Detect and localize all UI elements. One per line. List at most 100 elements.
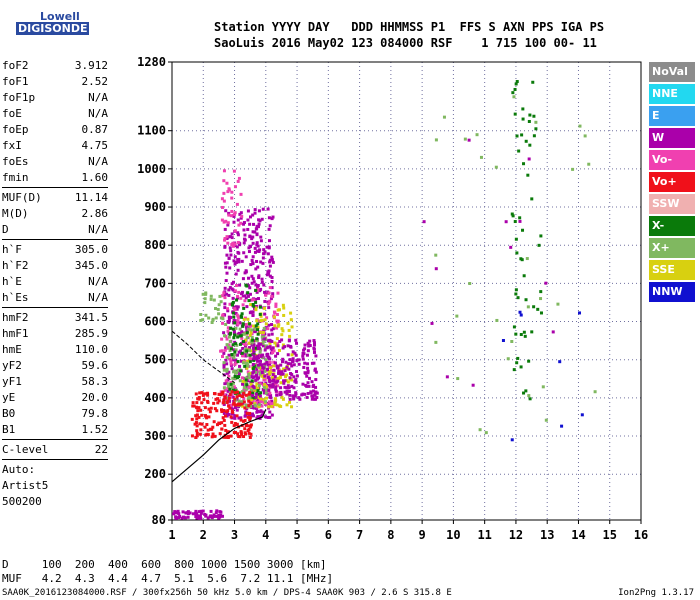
echo-point: [264, 386, 268, 390]
echo-point: [254, 288, 258, 292]
echo-point: [307, 343, 311, 347]
echo-point: [273, 324, 277, 328]
echo-point: [233, 229, 237, 233]
echo-point: [229, 403, 233, 407]
echo-point: [306, 381, 310, 385]
echo-point: [270, 399, 274, 403]
echo-point: [227, 374, 231, 378]
echo-point: [516, 356, 520, 360]
echo-point: [194, 435, 198, 439]
echo-point: [206, 428, 210, 432]
echo-point: [271, 402, 275, 406]
echo-point: [217, 303, 221, 307]
echo-point: [514, 292, 518, 296]
echo-point: [228, 387, 232, 391]
echo-point: [220, 218, 224, 222]
echo-point: [310, 397, 314, 401]
echo-point: [272, 360, 276, 364]
echo-point: [511, 91, 515, 95]
echo-point: [495, 318, 499, 322]
echo-point: [274, 304, 278, 308]
param-value: 58.3: [81, 375, 109, 388]
echo-point: [257, 342, 261, 346]
echo-point: [288, 376, 292, 380]
echo-point: [247, 341, 251, 345]
echo-point: [266, 327, 270, 331]
echo-point: [234, 260, 238, 264]
echo-point: [259, 359, 263, 363]
echo-point: [222, 179, 226, 183]
echo-point: [226, 241, 230, 245]
autoscale-line: Artist5: [2, 479, 49, 492]
echo-point: [537, 243, 541, 247]
echo-point: [225, 343, 229, 347]
echo-point: [257, 218, 261, 222]
echo-point: [260, 370, 264, 374]
echo-point: [251, 346, 255, 350]
param-row: foE N/A: [2, 106, 108, 122]
echo-point: [276, 319, 280, 323]
echo-point: [225, 292, 229, 296]
echo-point: [524, 139, 528, 143]
echo-point: [520, 133, 524, 137]
echo-point: [242, 400, 246, 404]
echo-point: [243, 349, 247, 353]
echo-point: [221, 416, 225, 420]
echo-point: [244, 343, 248, 347]
echo-point: [532, 134, 536, 138]
echo-point: [225, 414, 229, 418]
echo-point: [209, 294, 213, 298]
echo-point: [236, 218, 240, 222]
echo-point: [240, 259, 244, 263]
echo-point: [224, 209, 228, 213]
param-value: N/A: [88, 107, 108, 120]
x-tick-label: 5: [293, 528, 300, 542]
echo-point: [264, 326, 268, 330]
echo-point: [244, 376, 248, 380]
echo-point: [234, 358, 238, 362]
echo-point: [249, 388, 253, 392]
echo-point: [233, 414, 237, 418]
echo-point: [279, 363, 283, 367]
echo-point: [238, 364, 242, 368]
echo-point: [257, 274, 261, 278]
echo-point: [522, 330, 526, 334]
echo-point: [302, 352, 306, 356]
echo-point: [226, 386, 230, 390]
echo-point: [241, 294, 245, 298]
echo-point: [237, 176, 241, 180]
param-row: fxI 4.75: [2, 138, 108, 154]
echo-point: [286, 362, 290, 366]
echo-point: [261, 363, 265, 367]
echo-point: [232, 358, 236, 362]
echo-point: [266, 252, 270, 256]
echo-point: [252, 357, 256, 361]
echo-point: [515, 80, 519, 84]
echo-point: [286, 384, 290, 388]
echo-point: [186, 510, 190, 514]
echo-point: [281, 343, 285, 347]
echo-point: [216, 397, 220, 401]
echo-point: [456, 377, 460, 381]
echo-point: [247, 424, 251, 428]
echo-point: [255, 319, 259, 323]
echo-point: [286, 380, 290, 384]
echo-point: [512, 325, 516, 329]
echo-point: [250, 379, 254, 383]
echo-point: [199, 516, 203, 520]
echo-point: [228, 349, 232, 353]
echo-point: [183, 516, 187, 520]
echo-point: [204, 433, 208, 437]
echo-point: [202, 398, 206, 402]
echo-point: [209, 406, 213, 410]
echo-point: [301, 357, 305, 361]
echo-point: [312, 389, 316, 393]
echo-point: [271, 346, 275, 350]
echo-point: [207, 415, 211, 419]
echo-point: [260, 217, 264, 221]
echo-point: [265, 388, 269, 392]
echo-point: [220, 337, 224, 341]
echo-point: [245, 411, 249, 415]
echo-point: [267, 376, 271, 380]
echo-point: [222, 361, 226, 365]
